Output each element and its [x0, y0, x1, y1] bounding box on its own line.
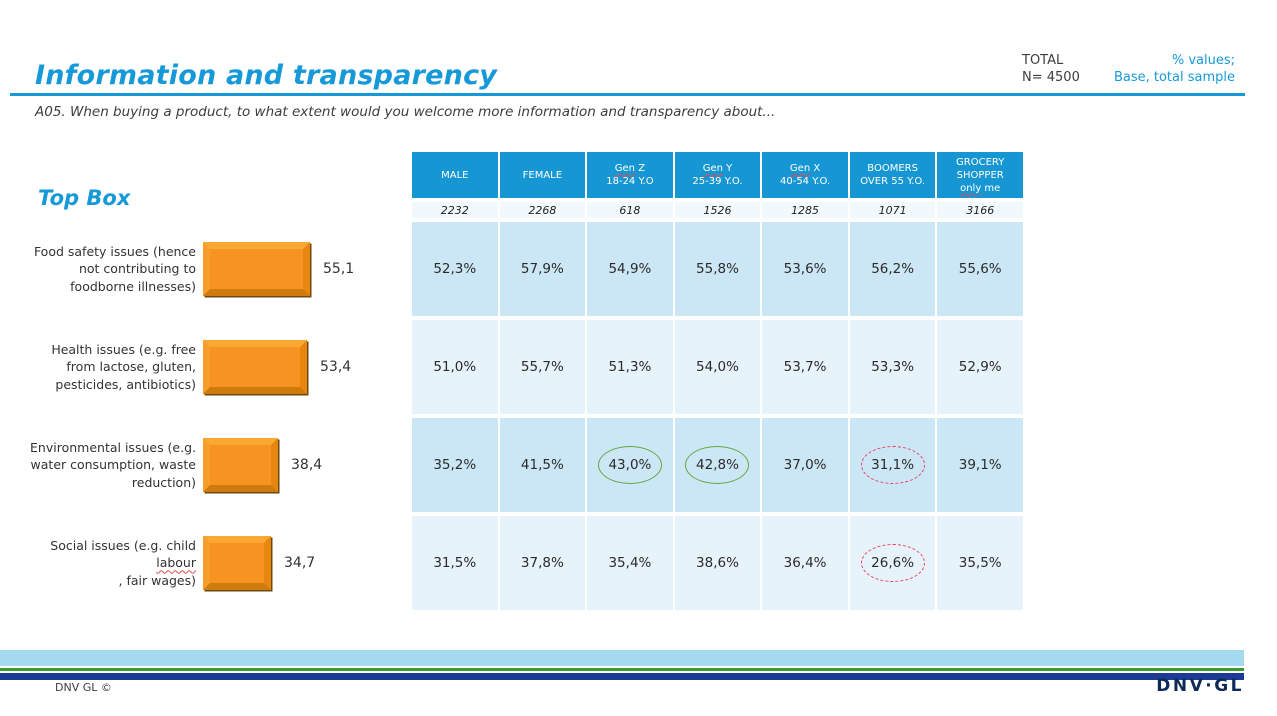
title-underline: [10, 93, 1245, 96]
chart-section-title: Top Box: [38, 186, 131, 210]
bar-row-food-safety: Food safety issues (hence not contributi…: [0, 222, 354, 316]
table-cell: 53,6%: [762, 222, 848, 316]
bar-area: 55,1: [203, 222, 354, 316]
bar-label-social: Social issues (e.g. child labour, fair w…: [50, 537, 196, 588]
col-header-grocery: GROCERY SHOPPER only me: [937, 152, 1023, 198]
table-cell: 53,7%: [762, 320, 848, 414]
bar-food-safety: [203, 242, 310, 296]
col-header-genz: Gen Z 18-24 Y.O: [587, 152, 673, 198]
table-cell: 37,8%: [499, 516, 586, 610]
table-cell-highlighted-red: 31,1%: [849, 418, 936, 512]
base-genx: 1285: [762, 202, 848, 218]
base-note: Base, total sample: [1113, 70, 1235, 85]
base-grocery: 3166: [937, 202, 1023, 218]
table-cell: 57,9%: [499, 222, 586, 316]
bar-value-food-safety: 55,1: [323, 261, 355, 277]
table-cell: 53,3%: [849, 320, 936, 414]
bar-social: [203, 536, 271, 590]
col-header-geny: Gen Y 25-39 Y.O.: [674, 152, 761, 198]
footer-stripe-navy: [0, 673, 1244, 680]
base-geny: 1526: [674, 202, 761, 218]
table-cell: 35,5%: [937, 516, 1023, 610]
bar-row-social: Social issues (e.g. child labour, fair w…: [0, 516, 315, 610]
base-male: 2232: [412, 202, 498, 218]
survey-question: A05. When buying a product, to what exte…: [35, 104, 776, 120]
bar-area: 34,7: [203, 516, 315, 610]
bar-label-health: Health issues (e.g. free from lactose, g…: [51, 341, 196, 392]
green-circle-annotation: 42,8%: [685, 446, 750, 484]
table-cell-highlighted-green: 43,0%: [587, 418, 673, 512]
red-circle-annotation: 31,1%: [860, 446, 925, 484]
table-cell: 35,4%: [587, 516, 673, 610]
table-cell: 51,0%: [412, 320, 498, 414]
table-cell: 52,3%: [412, 222, 498, 316]
table-cell: 54,9%: [587, 222, 673, 316]
bar-label-food-safety: Food safety issues (hence not contributi…: [33, 243, 196, 294]
table-cell: 55,7%: [499, 320, 586, 414]
col-header-genx: Gen X 40-54 Y.O.: [762, 152, 848, 198]
total-n: N= 4500: [1022, 70, 1080, 85]
table-cell: 37,0%: [762, 418, 848, 512]
table-cell: 36,4%: [762, 516, 848, 610]
footer-stripe-lightblue: [0, 650, 1244, 666]
footer-stripe-green: [0, 668, 1244, 671]
table-cell: 54,0%: [674, 320, 761, 414]
table-cell: 31,5%: [412, 516, 498, 610]
bar-environmental: [203, 438, 278, 492]
bar-area: 38,4: [203, 418, 322, 512]
table-cell: 38,6%: [674, 516, 761, 610]
values-note: % values;: [1171, 53, 1235, 68]
table-cell: 56,2%: [849, 222, 936, 316]
base-female: 2268: [499, 202, 586, 218]
bar-value-environmental: 38,4: [291, 457, 323, 473]
total-base-block: TOTAL N= 4500: [1022, 52, 1080, 86]
base-genz: 618: [587, 202, 673, 218]
base-boomers: 1071: [849, 202, 936, 218]
dnv-gl-logo: DNV·GL: [1156, 676, 1244, 696]
table-cell: 55,8%: [674, 222, 761, 316]
bar-row-health: Health issues (e.g. free from lactose, g…: [0, 320, 351, 414]
table-cell-highlighted-red: 26,6%: [849, 516, 936, 610]
table-cell: 51,3%: [587, 320, 673, 414]
bar-area: 53,4: [203, 320, 351, 414]
table-cell: 41,5%: [499, 418, 586, 512]
bar-health: [203, 340, 307, 394]
total-label: TOTAL: [1022, 53, 1064, 68]
bar-row-environmental: Environmental issues (e.g. water consump…: [0, 418, 322, 512]
red-circle-annotation: 26,6%: [860, 544, 925, 582]
table-cell: 55,6%: [937, 222, 1023, 316]
green-circle-annotation: 43,0%: [597, 446, 662, 484]
bar-value-health: 53,4: [320, 359, 352, 375]
copyright-text: DNV GL ©: [55, 681, 112, 694]
bar-value-social: 34,7: [284, 555, 316, 571]
values-note-block: % values; Base, total sample: [1114, 52, 1235, 86]
col-header-female: FEMALE: [499, 152, 586, 198]
col-header-boomers: BOOMERS OVER 55 Y.O.: [849, 152, 936, 198]
col-header-male: MALE: [412, 152, 498, 198]
table-cell: 52,9%: [937, 320, 1023, 414]
table-cell-highlighted-green: 42,8%: [674, 418, 761, 512]
table-cell: 39,1%: [937, 418, 1023, 512]
table-cell: 35,2%: [412, 418, 498, 512]
crosstab-table: MALE FEMALE Gen Z 18-24 Y.O Gen Y 25-39 …: [412, 152, 1023, 610]
bar-label-environmental: Environmental issues (e.g. water consump…: [30, 439, 196, 490]
page-title: Information and transparency: [35, 60, 498, 91]
